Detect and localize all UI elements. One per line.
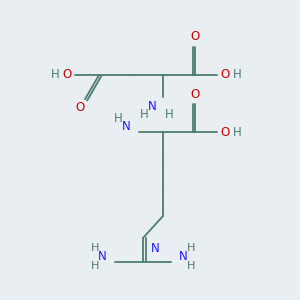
Text: O: O bbox=[190, 88, 200, 100]
Text: H: H bbox=[187, 261, 195, 271]
Text: O: O bbox=[62, 68, 72, 82]
Text: N: N bbox=[98, 250, 107, 262]
Text: O: O bbox=[220, 125, 230, 139]
Text: H: H bbox=[91, 243, 99, 253]
Text: H: H bbox=[91, 261, 99, 271]
Text: N: N bbox=[148, 100, 157, 113]
Text: H: H bbox=[187, 243, 195, 253]
Text: N: N bbox=[151, 242, 160, 254]
Text: H: H bbox=[165, 109, 174, 122]
Text: H: H bbox=[140, 109, 149, 122]
Text: O: O bbox=[190, 31, 200, 44]
Text: N: N bbox=[122, 119, 131, 133]
Text: O: O bbox=[76, 101, 85, 114]
Text: H: H bbox=[232, 68, 242, 82]
Text: H: H bbox=[51, 68, 59, 82]
Text: H: H bbox=[232, 125, 242, 139]
Text: H: H bbox=[114, 112, 123, 124]
Text: O: O bbox=[220, 68, 230, 82]
Text: N: N bbox=[179, 250, 188, 262]
